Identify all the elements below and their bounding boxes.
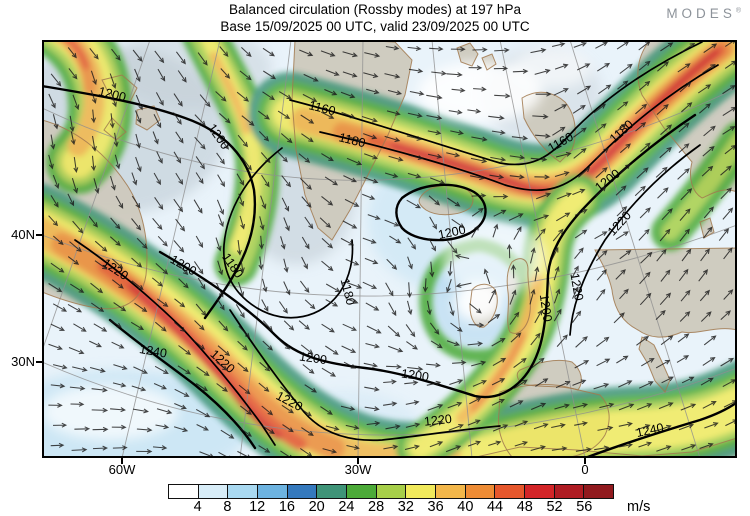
colorbar-cell xyxy=(583,485,614,498)
chart-title-line1: Balanced circulation (Rossby modes) at 1… xyxy=(229,2,521,17)
colorbar-tick-label: 24 xyxy=(338,499,355,515)
x-axis-label-60w: 60W xyxy=(108,462,136,477)
y-axis-tick xyxy=(36,234,42,236)
colorbar-cell xyxy=(169,485,198,498)
chart-title-line2: Base 15/09/2025 00 UTC, valid 23/09/2025… xyxy=(220,19,530,34)
colorbar-tick-label: 28 xyxy=(368,499,385,515)
colorbar-cell xyxy=(405,485,436,498)
chart-title: Balanced circulation (Rossby modes) at 1… xyxy=(0,1,750,35)
contour-lines xyxy=(42,41,737,458)
svg-text:1180: 1180 xyxy=(337,130,367,150)
colorbar-tick-label: 32 xyxy=(397,499,414,515)
map-border xyxy=(42,40,737,458)
x-axis-tick xyxy=(121,458,123,464)
svg-text:1200: 1200 xyxy=(437,223,467,242)
colorbar-tick-label: 20 xyxy=(308,499,325,515)
y-axis-tick xyxy=(36,361,42,363)
calm-patches xyxy=(42,48,592,440)
colorbar-tick-label: 4 xyxy=(193,499,202,515)
colorbar-cell xyxy=(227,485,258,498)
colorbar-cell xyxy=(524,485,554,498)
svg-text:1200: 1200 xyxy=(537,293,555,323)
colorbar-tick-label: 36 xyxy=(427,499,444,515)
svg-text:1220: 1220 xyxy=(567,272,586,302)
modes-logo: MODES® xyxy=(666,6,741,21)
colorbar-cell xyxy=(197,485,228,498)
svg-text:1240: 1240 xyxy=(635,421,665,440)
x-axis-label-30w: 30W xyxy=(344,462,372,477)
colorbar-tick-label: 48 xyxy=(516,499,533,515)
y-axis-label-40n: 40N xyxy=(11,227,35,242)
colorbar-tick-label: 16 xyxy=(278,499,295,515)
svg-text:1240: 1240 xyxy=(138,342,168,361)
colorbar xyxy=(168,484,614,499)
colorbar-unit: m/s xyxy=(627,499,651,515)
colorbar-cell xyxy=(553,485,584,498)
colorbar-tick-label: 8 xyxy=(223,499,232,515)
colorbar-tick-label: 12 xyxy=(249,499,266,515)
colorbar-tick-label: 40 xyxy=(457,499,474,515)
wind-arrows xyxy=(48,40,737,458)
svg-text:1200: 1200 xyxy=(298,349,328,367)
colorbar-tick-label: 56 xyxy=(576,499,593,515)
svg-text:1220: 1220 xyxy=(423,412,452,429)
y-axis-label-30n: 30N xyxy=(11,354,35,369)
x-axis-label-0: 0 xyxy=(581,462,589,477)
registered-mark-icon: ® xyxy=(735,7,741,15)
svg-text:1160: 1160 xyxy=(307,98,337,118)
svg-text:1200: 1200 xyxy=(400,366,430,384)
colorbar-cell xyxy=(464,485,495,498)
modes-logo-text: MODES xyxy=(666,6,736,21)
colorbar-tick-label: 44 xyxy=(486,499,504,515)
colorbar-cell xyxy=(494,485,525,498)
x-axis-tick xyxy=(357,458,359,464)
colorbar-cell xyxy=(257,485,287,498)
map-panel: 1200 1200 1160 1180 1180 1160 1180 1200 1220 1220… xyxy=(42,40,737,458)
colorbar-cell xyxy=(346,485,376,498)
colorbar-cell xyxy=(316,485,347,498)
x-axis-tick xyxy=(584,458,586,464)
colorbar-cell xyxy=(375,485,406,498)
colorbar-cell xyxy=(286,485,317,498)
colorbar-tick-label: 52 xyxy=(546,499,563,515)
colorbar-cell xyxy=(435,485,465,498)
